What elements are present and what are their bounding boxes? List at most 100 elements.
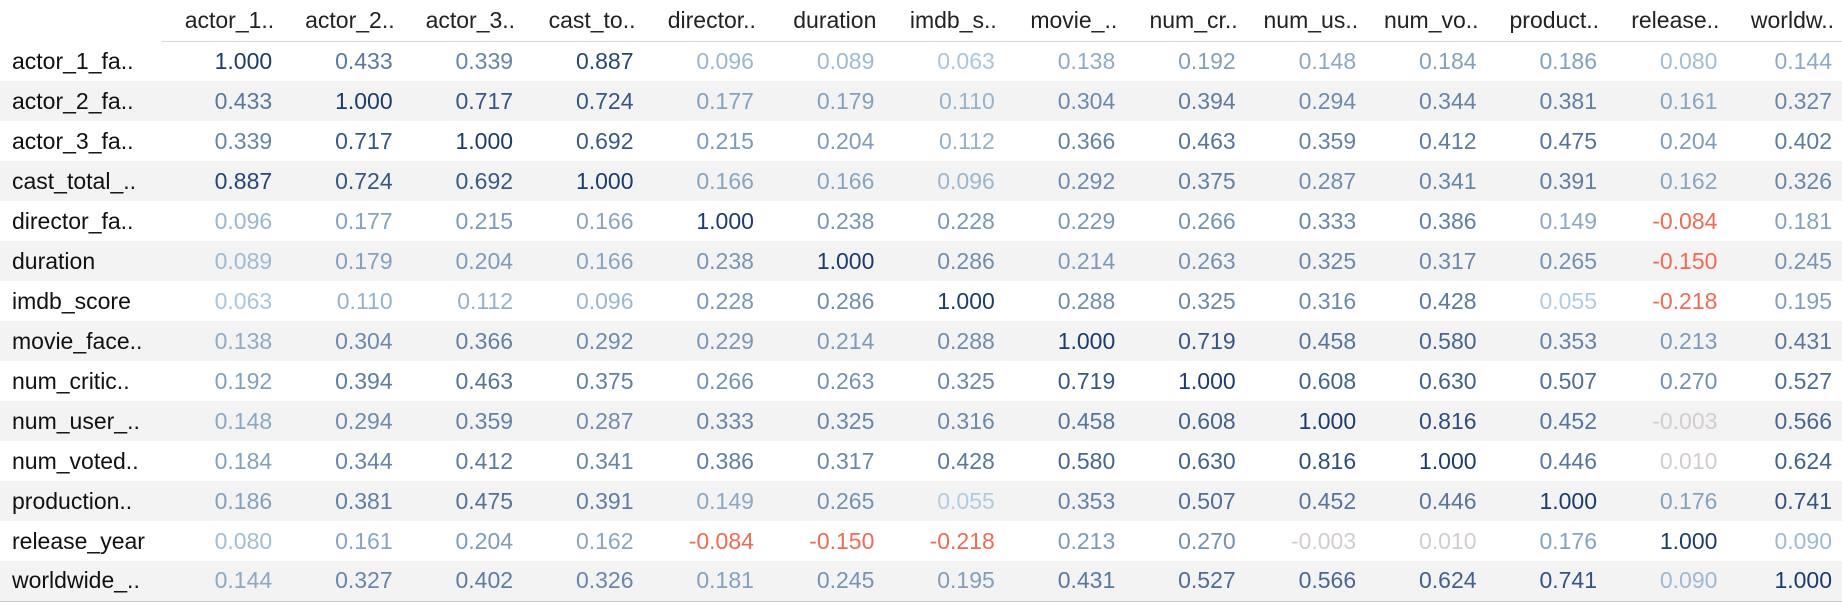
correlation-cell: 0.341 (575, 447, 634, 474)
column-header[interactable]: worldw.. (1727, 0, 1842, 42)
matrix-row: movie_face.. 0.138 0.304 0.366 0.292 0.229 0.2… (0, 321, 1842, 361)
correlation-cell: 0.566 (1774, 407, 1832, 434)
matrix-row: actor_2_fa.. 0.433 1.000 0.717 0.724 0.177 0.1… (0, 81, 1842, 121)
correlation-cell: 0.353 (1539, 327, 1597, 354)
matrix-row: num_user_.. 0.148 0.294 0.359 0.287 0.333 0.32… (0, 401, 1842, 441)
matrix-row: cast_total_.. 0.887 0.724 0.692 1.000 0.166 0.… (0, 161, 1842, 201)
row-header[interactable]: num_user_.. (12, 407, 140, 434)
row-header[interactable]: director_fa.. (12, 207, 134, 234)
correlation-cell: 0.204 (455, 247, 514, 274)
correlation-cell: -0.003 (1652, 407, 1718, 434)
correlation-cell: 0.608 (1298, 367, 1357, 394)
correlation-cell: 1.000 (455, 127, 514, 154)
correlation-cell: 0.816 (1419, 407, 1477, 434)
correlation-cell: 0.724 (335, 167, 393, 194)
correlation-cell: 0.741 (1486, 561, 1607, 602)
column-header[interactable]: release.. (1607, 0, 1728, 42)
column-header[interactable]: imdb_s.. (884, 0, 1005, 42)
row-header[interactable]: actor_3_fa.. (12, 127, 134, 154)
correlation-cell: 0.431 (1004, 561, 1126, 602)
row-header[interactable]: num_voted.. (12, 447, 139, 474)
matrix-row: production.. 0.186 0.381 0.475 0.391 0.149 0.2… (0, 481, 1842, 521)
row-header[interactable]: worldwide_.. (0, 561, 162, 602)
correlation-cell: 0.452 (1298, 487, 1357, 514)
correlation-cell: 0.204 (455, 527, 514, 554)
correlation-cell: 0.630 (1178, 447, 1236, 474)
column-header[interactable]: product.. (1486, 0, 1607, 42)
correlation-cell: 0.287 (575, 407, 634, 434)
column-header[interactable]: duration (763, 0, 885, 42)
correlation-cell: 0.580 (1057, 447, 1116, 474)
correlation-cell: 0.431 (1774, 327, 1832, 354)
correlation-cell: 0.112 (457, 287, 514, 314)
correlation-cell: 0.316 (1298, 287, 1357, 314)
row-header[interactable]: cast_total_.. (12, 167, 137, 194)
correlation-cell: 0.292 (1057, 167, 1116, 194)
correlation-cell: 0.887 (575, 47, 634, 74)
column-header[interactable]: movie_.. (1004, 0, 1126, 42)
row-header[interactable]: release_year (12, 527, 145, 554)
column-header[interactable]: director.. (643, 0, 764, 42)
column-header[interactable]: num_vo.. (1366, 0, 1487, 42)
correlation-cell: 0.630 (1419, 367, 1477, 394)
row-header[interactable]: duration (12, 247, 96, 274)
correlation-cell: 0.010 (1419, 527, 1477, 554)
correlation-cell: 0.162 (575, 527, 634, 554)
corner-cell (0, 0, 162, 41)
correlation-cell: 0.176 (1539, 527, 1597, 554)
correlation-cell: 0.266 (1178, 207, 1236, 234)
correlation-cell: 0.717 (455, 87, 514, 114)
correlation-cell: 0.294 (335, 407, 393, 434)
row-header[interactable]: imdb_score (12, 287, 131, 314)
correlation-cell: 0.394 (1178, 87, 1236, 114)
correlation-cell: 0.148 (214, 407, 273, 434)
column-header[interactable]: actor_1.. (161, 0, 283, 42)
matrix-row: actor_3_fa.. 0.339 0.717 1.000 0.692 0.215 0.2… (0, 121, 1842, 161)
correlation-cell: 1.000 (696, 207, 754, 234)
matrix-row: actor_1_fa.. 1.000 0.433 0.339 0.887 0.096 0.0… (0, 41, 1842, 81)
correlation-cell: 0.341 (1419, 167, 1477, 194)
row-header[interactable]: movie_face.. (12, 327, 143, 354)
matrix-row: num_critic.. 0.192 0.394 0.463 0.375 0.266 0.2… (0, 361, 1842, 401)
correlation-cell: 0.463 (1178, 127, 1236, 154)
correlation-cell: 0.204 (1659, 127, 1718, 154)
row-header[interactable]: num_critic.. (12, 367, 130, 394)
correlation-cell: 0.096 (696, 47, 754, 74)
correlation-cell: 0.229 (696, 327, 754, 354)
row-header[interactable]: actor_1_fa.. (12, 47, 134, 74)
correlation-cell: 0.327 (1774, 87, 1832, 114)
correlation-cell: 0.138 (214, 327, 273, 354)
column-header[interactable]: actor_3.. (402, 0, 524, 42)
correlation-cell: 0.608 (1178, 407, 1236, 434)
row-header[interactable]: actor_2_fa.. (12, 87, 134, 114)
correlation-cell: 0.063 (937, 47, 995, 74)
row-header[interactable]: production.. (12, 487, 133, 514)
correlation-cell: 1.000 (816, 247, 875, 274)
correlation-cell: 0.265 (816, 487, 875, 514)
correlation-cell: 0.096 (214, 207, 273, 234)
correlation-cell: 0.428 (1419, 287, 1477, 314)
correlation-cell: 0.359 (1298, 127, 1357, 154)
correlation-cell: 0.266 (696, 367, 754, 394)
correlation-cell: 0.458 (1298, 327, 1357, 354)
correlation-cell: 0.433 (335, 47, 393, 74)
column-header[interactable]: num_cr.. (1125, 0, 1246, 42)
correlation-cell: 0.179 (816, 87, 875, 114)
correlation-cell: 0.213 (1057, 527, 1116, 554)
correlation-cell: 0.333 (696, 407, 754, 434)
correlation-cell: 0.265 (1539, 247, 1597, 274)
column-header[interactable]: num_us.. (1245, 0, 1367, 42)
correlation-cell: 0.566 (1245, 561, 1367, 602)
correlation-cell: 0.214 (816, 327, 875, 354)
correlation-cell: 0.286 (937, 247, 995, 274)
correlation-cell: 0.719 (1057, 367, 1116, 394)
correlation-cell: 0.110 (336, 287, 393, 314)
column-header[interactable]: cast_to.. (523, 0, 644, 42)
column-header[interactable]: actor_2.. (282, 0, 403, 42)
correlation-cell: 0.228 (937, 207, 995, 234)
correlation-cell: 0.741 (1774, 487, 1832, 514)
correlation-cell: 0.339 (455, 47, 514, 74)
correlation-cell: 0.304 (1057, 87, 1116, 114)
correlation-cell: 0.110 (938, 87, 995, 114)
